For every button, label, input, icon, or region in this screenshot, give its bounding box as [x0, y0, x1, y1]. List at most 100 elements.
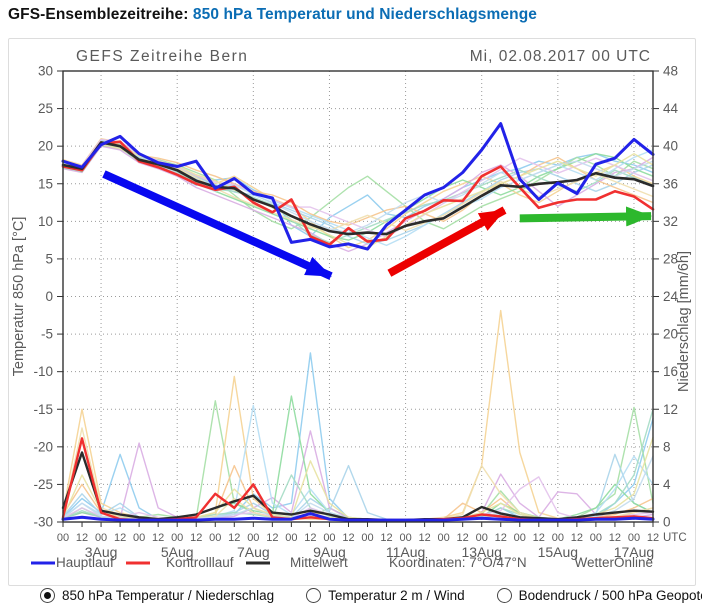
x-axis-hour-label: 00	[95, 532, 107, 544]
ensemble-member-precip-line	[62, 404, 654, 521]
left-axis-tick-label: 5	[45, 251, 53, 266]
right-axis-tick-label: 32	[663, 214, 678, 229]
right-axis-tick-label: 20	[663, 327, 678, 342]
x-axis-date-label: 17Aug	[614, 544, 654, 560]
legend-label-mittelwert: Mittelwert	[290, 555, 348, 570]
left-axis-tick-label: 15	[38, 176, 53, 191]
x-axis-hour-label: 12	[266, 532, 278, 544]
x-axis-hour-label: 12	[190, 532, 202, 544]
x-axis-hour-label: 12	[418, 532, 430, 544]
right-axis-title: Niederschlag [mm/6h]	[676, 251, 692, 392]
left-axis-tick-label: 30	[38, 64, 53, 79]
left-axis-tick-label: 25	[38, 101, 53, 116]
chart-type-selector: 850 hPa Temperatur / Niederschlag Tempera…	[40, 588, 702, 603]
right-axis-tick-label: 44	[663, 101, 679, 116]
ensemble-member-precip-line	[62, 408, 654, 521]
x-axis-date-label: 5Aug	[161, 544, 194, 560]
radio-selected-icon[interactable]	[40, 588, 55, 603]
x-axis-hour-label: 00	[590, 532, 602, 544]
right-axis-tick-label: 28	[663, 251, 678, 266]
left-axis-title: Temperatur 850 hPa [°C]	[11, 217, 27, 377]
utc-label: UTC	[663, 532, 687, 544]
x-axis-date-label: 3Aug	[85, 544, 118, 560]
x-axis-date-label: 7Aug	[237, 544, 270, 560]
x-axis-hour-label: 00	[476, 532, 488, 544]
x-axis-hour-label: 12	[609, 532, 621, 544]
mittelwert-temp-line	[61, 141, 655, 236]
x-axis-hour-label: 12	[533, 532, 545, 544]
chart-run-datetime: Mi, 02.08.2017 00 UTC	[470, 48, 651, 65]
radio-unselected-icon[interactable]	[306, 588, 322, 603]
gridlines	[63, 71, 653, 522]
kontrolllauf-precip-line	[61, 437, 655, 522]
axis-tick-labels: -30-25-20-15-10-505101520253004812162024…	[33, 64, 686, 561]
ensemble-member-temp-line	[62, 142, 654, 226]
left-axis-tick-label: -20	[33, 439, 53, 454]
right-axis-tick-label: 8	[663, 439, 671, 454]
right-axis-tick-label: 40	[663, 139, 678, 154]
hauptlauf-precip-line	[61, 512, 655, 522]
radio-option-label: Bodendruck / 500 hPa Geopotential	[518, 588, 702, 603]
brand-label: WetterOnline	[574, 555, 653, 570]
x-axis-hour-label: 00	[285, 532, 297, 544]
legend-label-hauptlauf: Hauptlauf	[56, 555, 114, 570]
left-axis-tick-label: -5	[41, 327, 53, 342]
ensemble-member-precip-line	[62, 395, 654, 521]
ensemble-member-precip-line	[62, 400, 654, 521]
hauptlauf-temp-line	[61, 122, 655, 251]
x-axis-hour-label: 00	[552, 532, 564, 544]
page-title-parameter: 850 hPa Temperatur und Niederschlagsmeng…	[192, 6, 537, 23]
ensemble-member-precip-line	[62, 436, 654, 521]
meteogram-panel: -30 -25 -20 -15 -10 -5 0 5 10 15 20 25 30 0 4 8 12 16 20 24…	[8, 38, 696, 586]
left-axis-tick-label: 0	[45, 289, 53, 304]
x-axis-hour-label: 00	[247, 532, 259, 544]
coordinates-label: Koordinaten: 7°O/47°N	[389, 555, 527, 570]
warming-trend-arrow	[387, 206, 507, 277]
radio-unselected-icon[interactable]	[496, 588, 512, 603]
radio-option-3[interactable]: Bodendruck / 500 hPa Geopotential	[496, 588, 702, 603]
x-axis-hour-label: 00	[438, 532, 450, 544]
x-axis-hour-label: 00	[628, 532, 640, 544]
x-axis-hour-label: 12	[495, 532, 507, 544]
radio-option-label: Temperatur 2 m / Wind	[328, 588, 465, 603]
left-axis-tick-label: 20	[38, 139, 53, 154]
x-axis-hour-label: 00	[323, 532, 335, 544]
cooling-trend-arrow	[102, 170, 333, 280]
right-axis-tick-label: 24	[663, 289, 679, 304]
x-axis-hour-label: 12	[571, 532, 583, 544]
steady-trend-arrow	[519, 206, 653, 227]
x-axis-date-label: 13Aug	[461, 544, 501, 560]
x-axis-hour-label: 12	[76, 532, 88, 544]
x-axis-date-label: 15Aug	[538, 544, 578, 560]
legend-label-kontrolllauf: Kontrolllauf	[166, 555, 234, 570]
radio-option-1[interactable]: 850 hPa Temperatur / Niederschlag	[40, 588, 274, 603]
ensemble-member-precip-line	[62, 427, 654, 521]
ensemble-member-precip-line	[62, 430, 654, 521]
x-axis-hour-label: 00	[133, 532, 145, 544]
ensemble-member-precip-line	[62, 352, 654, 521]
x-axis-hour-label: 12	[152, 532, 164, 544]
meteogram-chart: -30-25-20-15-10-505101520253004812162024…	[11, 48, 692, 570]
right-axis-tick-label: 48	[663, 64, 678, 79]
x-axis-hour-label: 00	[209, 532, 221, 544]
radio-option-2[interactable]: Temperatur 2 m / Wind	[306, 588, 465, 603]
x-axis-hour-label: 12	[228, 532, 240, 544]
right-axis-tick-label: 36	[663, 176, 678, 191]
left-axis-tick-label: -30	[33, 515, 53, 530]
x-axis-hour-label: 12	[114, 532, 126, 544]
x-axis-hour-label: 12	[380, 532, 392, 544]
kontrolllauf-temp-line	[61, 140, 655, 246]
left-axis-tick-label: -10	[33, 364, 53, 379]
right-axis-tick-label: 16	[663, 364, 678, 379]
x-axis-hour-label: 12	[647, 532, 659, 544]
x-axis-date-label: 9Aug	[313, 544, 346, 560]
x-axis-date-label: 11Aug	[386, 544, 425, 560]
page-title-prefix: GFS-Ensemblezeitreihe:	[8, 6, 189, 23]
axis-ticks	[57, 70, 659, 527]
x-axis-hour-label: 00	[514, 532, 526, 544]
x-axis-hour-label: 00	[399, 532, 411, 544]
right-axis-tick-label: 0	[663, 515, 671, 530]
x-axis-hour-label: 12	[457, 532, 469, 544]
radio-option-label: 850 hPa Temperatur / Niederschlag	[62, 588, 275, 603]
